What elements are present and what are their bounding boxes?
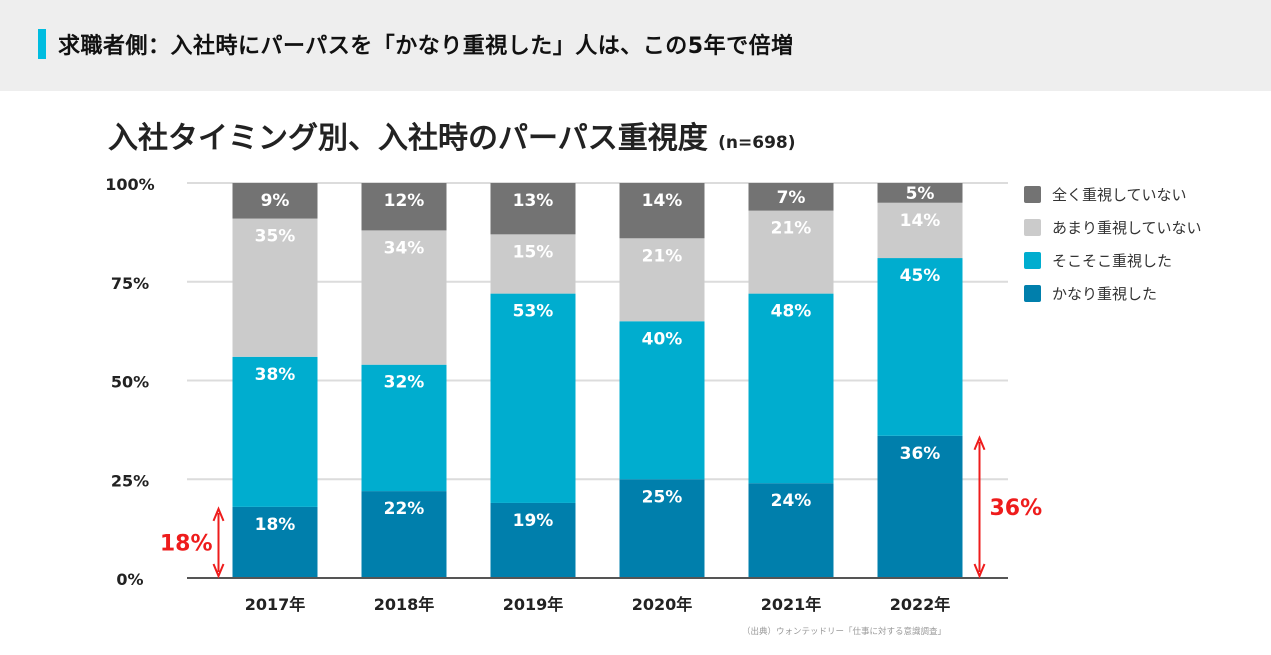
source-note: （出典）ウォンテッドリー「仕事に対する意識調査」 [742, 627, 947, 637]
bar-segment [877, 258, 963, 436]
legend-swatch [1024, 252, 1041, 269]
bar-value-label: 21% [642, 246, 683, 266]
annotation-arrow-head-down [212, 563, 225, 579]
bar-value-label: 7% [777, 188, 806, 208]
chart-legend: 全く重視していない あまり重視していない そこそこ重視した かなり重視した [1024, 178, 1202, 310]
bar-segment [232, 506, 318, 578]
bar-segment [232, 218, 318, 357]
bar-segment [877, 183, 963, 203]
bar-value-label: 12% [384, 191, 425, 211]
legend-swatch [1024, 186, 1041, 203]
bar-segment [877, 202, 963, 259]
bar-segment [619, 183, 705, 239]
bar-value-label: 45% [900, 266, 941, 286]
legend-label: 全く重視していない [1052, 186, 1187, 204]
bar-value-label: 38% [255, 365, 296, 385]
bar-segment [619, 479, 705, 578]
bar-segment [748, 293, 834, 484]
legend-label: そこそこ重視した [1052, 252, 1173, 270]
legend-label: かなり重視した [1052, 285, 1158, 303]
bar-value-label: 36% [900, 444, 941, 464]
header-accent-bar [38, 29, 46, 59]
bar-value-label: 21% [771, 219, 812, 239]
annotation-label: 36% [990, 496, 1043, 521]
y-tick-label: 25% [111, 471, 149, 490]
bar-segment [490, 183, 576, 235]
bar-segment [490, 293, 576, 503]
chart-title: 入社タイミング別、入社時のパーパス重視度 (n=698) [108, 113, 796, 157]
legend-swatch [1024, 285, 1041, 302]
legend-item: そこそこ重視した [1024, 244, 1202, 277]
bar-value-label: 9% [261, 191, 290, 211]
header-title: 求職者側：入社時にパーパスを「かなり重視した」人は、この5年で倍増 [58, 34, 794, 59]
bar-value-label: 48% [771, 302, 812, 322]
y-tick-label: 75% [111, 274, 149, 293]
legend-item: 全く重視していない [1024, 178, 1202, 211]
bar-segment [361, 183, 447, 231]
bar-value-label: 24% [771, 491, 812, 511]
annotation-arrow-head-up [973, 435, 986, 451]
bar-value-label: 14% [900, 211, 941, 231]
bar-value-label: 13% [513, 191, 554, 211]
chart-title-main: 入社タイミング別、入社時のパーパス重視度 [108, 121, 708, 156]
annotation-arrow-head-down [973, 563, 986, 579]
bar-value-label: 34% [384, 238, 425, 258]
bar-value-label: 18% [255, 515, 296, 535]
bar-segment [361, 230, 447, 365]
x-tick-label: 2018年 [374, 595, 435, 614]
bar-segment [361, 491, 447, 578]
x-tick-label: 2020年 [632, 595, 693, 614]
x-tick-label: 2017年 [245, 595, 306, 614]
bar-segment [619, 321, 705, 480]
bar-value-label: 35% [255, 227, 296, 247]
chart-title-sample-size: (n=698) [718, 133, 796, 153]
bar-value-label: 14% [642, 191, 683, 211]
bar-value-label: 53% [513, 302, 554, 322]
bar-segment [232, 183, 318, 219]
bar-segment [877, 435, 963, 578]
legend-label: あまり重視していない [1052, 219, 1202, 237]
bar-value-label: 32% [384, 373, 425, 393]
bar-value-label: 40% [642, 329, 683, 349]
x-tick-label: 2022年 [890, 595, 951, 614]
annotation-arrow-head-up [212, 506, 225, 522]
bar-segment [232, 356, 318, 507]
bar-segment [361, 364, 447, 492]
y-tick-label: 0% [116, 570, 143, 589]
x-tick-label: 2019年 [503, 595, 564, 614]
bar-value-label: 22% [384, 499, 425, 519]
bar-segment [748, 183, 834, 211]
bar-segment [490, 502, 576, 578]
x-tick-label: 2021年 [761, 595, 822, 614]
header-banner: 求職者側：入社時にパーパスを「かなり重視した」人は、この5年で倍増 [0, 0, 1271, 91]
bar-segment [619, 238, 705, 322]
bar-value-label: 15% [513, 242, 554, 262]
legend-swatch [1024, 219, 1041, 236]
bar-value-label: 5% [906, 184, 935, 204]
bar-segment [490, 234, 576, 294]
y-tick-label: 50% [111, 373, 149, 392]
bar-value-label: 25% [642, 487, 683, 507]
legend-item: あまり重視していない [1024, 211, 1202, 244]
bar-segment [748, 483, 834, 578]
legend-item: かなり重視した [1024, 277, 1202, 310]
y-tick-label: 100% [105, 175, 154, 194]
annotation-label: 18% [160, 531, 213, 556]
bar-segment [748, 210, 834, 294]
bar-value-label: 19% [513, 511, 554, 531]
